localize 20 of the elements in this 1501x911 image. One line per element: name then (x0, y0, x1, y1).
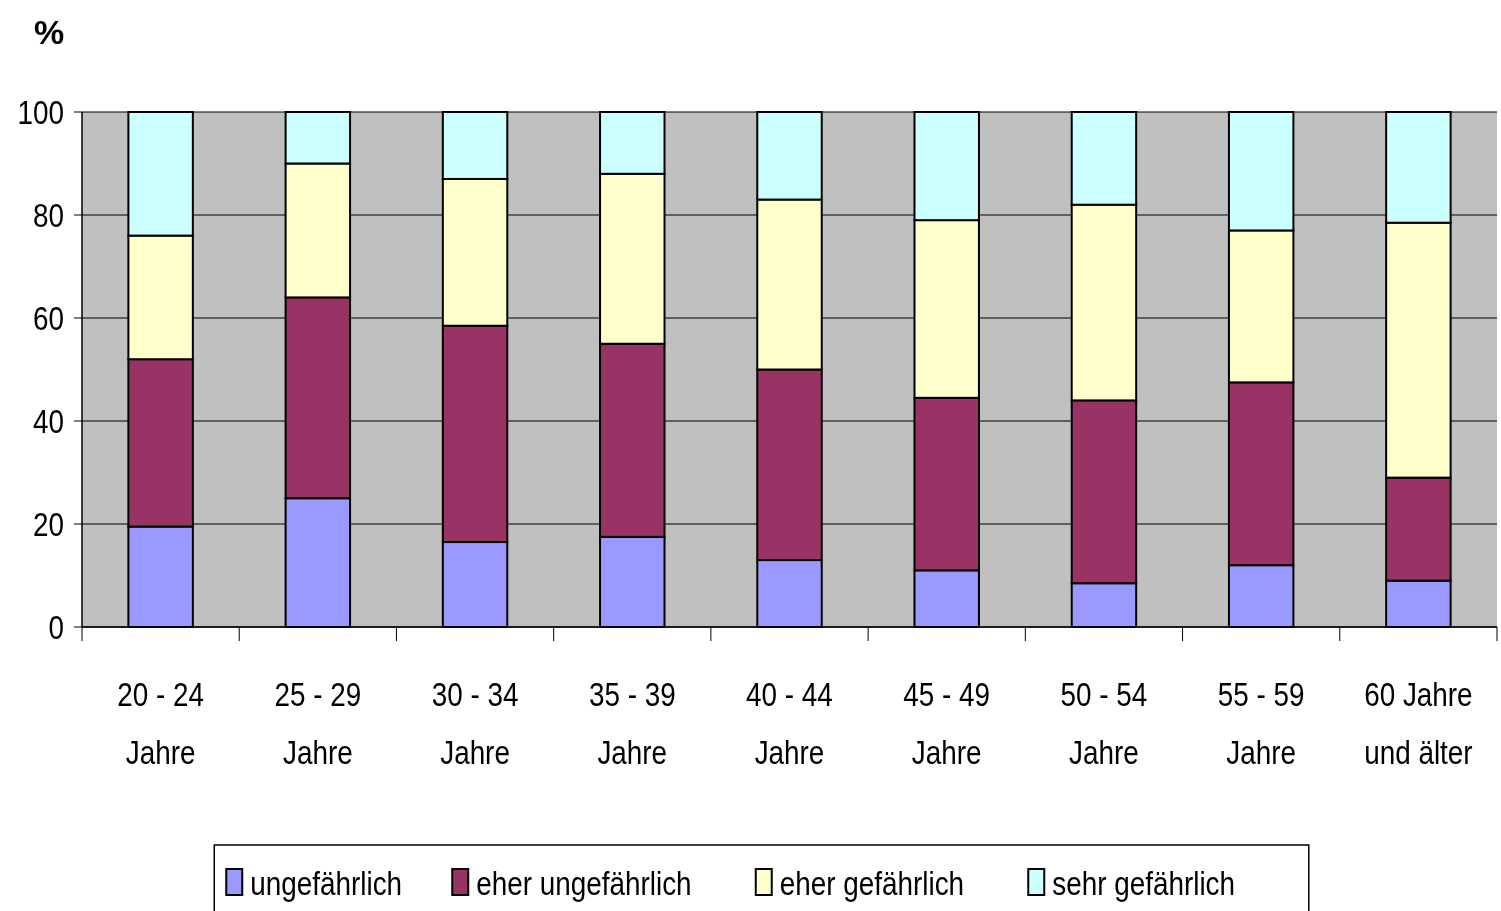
y-axis-title: % (34, 13, 65, 51)
x-tick-label: 40 - 44 Jahre (746, 675, 833, 772)
x-tick-label: 55 - 59 Jahre (1217, 675, 1305, 772)
x-tick-label: 30 - 34 Jahre (431, 675, 519, 772)
x-tick-label: 50 - 54 Jahre (1060, 675, 1148, 772)
y-tick-label: 60 (32, 299, 64, 338)
x-tick-label: 35 - 39 Jahre (588, 675, 676, 772)
legend-label: sehr gefährlich (1052, 864, 1236, 903)
y-tick-label: 100 (17, 93, 64, 132)
x-tick-label: 60 Jahre und älter (1364, 675, 1473, 772)
x-tick-label: 45 - 49 Jahre (903, 675, 991, 772)
y-tick-label: 0 (48, 608, 64, 647)
legend-label: eher gefährlich (779, 864, 965, 903)
legend-label: ungefährlich (250, 864, 403, 903)
x-tick-label: 20 - 24 Jahre (117, 675, 204, 772)
legend-label: eher ungefährlich (476, 864, 692, 903)
x-tick-label: 25 - 29 Jahre (274, 675, 362, 772)
y-tick-label: 80 (32, 196, 64, 235)
y-tick-label: 40 (32, 402, 64, 441)
y-tick-label: 20 (32, 505, 64, 544)
